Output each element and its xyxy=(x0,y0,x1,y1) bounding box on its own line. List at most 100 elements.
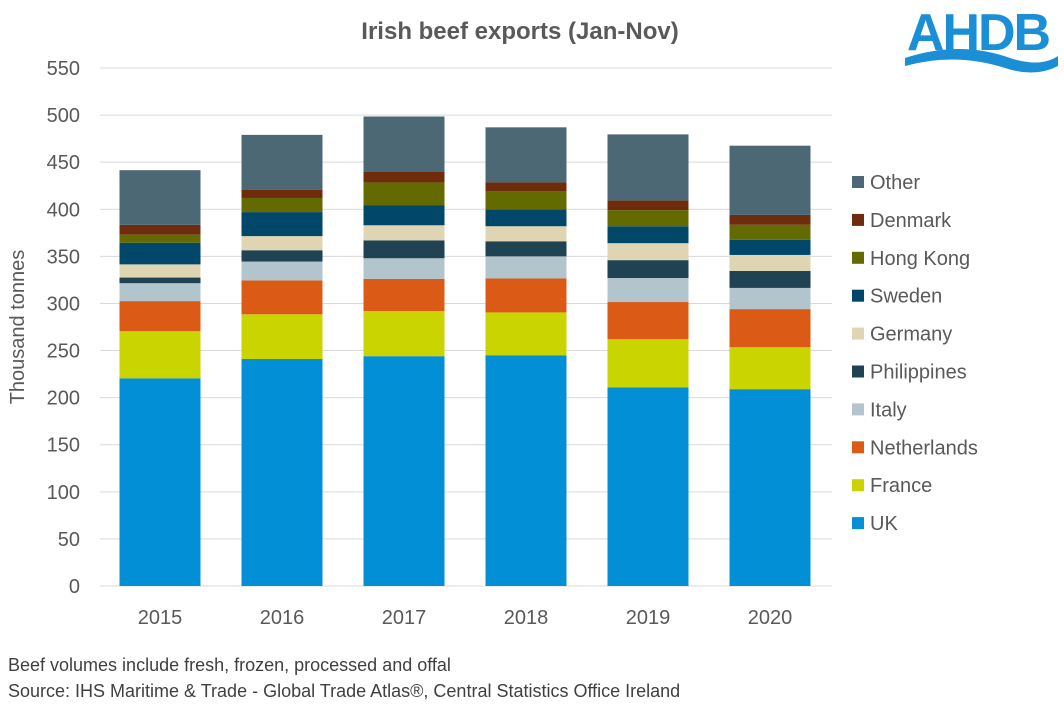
y-tick-label: 0 xyxy=(69,576,80,598)
legend-label: Netherlands xyxy=(870,437,978,459)
legend-label: Sweden xyxy=(870,286,942,308)
bar-segment-uk-2019 xyxy=(607,387,689,586)
bar-segment-italy-2019 xyxy=(607,278,689,303)
bar-segment-sweden-2016 xyxy=(241,212,323,237)
bar-segment-sweden-2020 xyxy=(729,239,811,255)
bar-segment-italy-2018 xyxy=(485,256,567,279)
bar-segment-france-2020 xyxy=(729,347,811,390)
x-tick-label: 2019 xyxy=(626,607,671,629)
legend-label: Philippines xyxy=(870,362,967,384)
y-tick-label: 450 xyxy=(47,152,80,174)
bar-segment-netherlands-2020 xyxy=(729,309,811,348)
legend-item-france: France xyxy=(852,475,932,497)
x-tick-labels: 2015 2016 2017 2018 2019 2020 xyxy=(138,607,793,629)
bar-segment-netherlands-2015 xyxy=(119,301,201,332)
legend-item-sweden: Sweden xyxy=(852,286,942,308)
y-tick-label: 400 xyxy=(47,199,80,221)
bar-segment-philippines-2016 xyxy=(241,250,323,262)
y-tick-label: 550 xyxy=(47,58,80,80)
bar-segment-italy-2017 xyxy=(363,258,445,279)
bar-segment-germany-2019 xyxy=(607,243,689,261)
bar-segment-netherlands-2018 xyxy=(485,278,567,313)
bar-segment-uk-2020 xyxy=(729,389,811,586)
bar-segment-sweden-2019 xyxy=(607,226,689,244)
y-tick-label: 200 xyxy=(47,388,80,410)
legend-item-other: Other xyxy=(852,172,920,194)
legend: Other Denmark Hong Kong Sweden Germany Philip… xyxy=(852,172,978,535)
bar-segment-denmark-2017 xyxy=(363,171,445,183)
bar-segment-sweden-2015 xyxy=(119,242,201,265)
legend-item-denmark: Denmark xyxy=(852,210,952,232)
bar-segment-sweden-2018 xyxy=(485,209,567,227)
bar-segment-germany-2015 xyxy=(119,264,201,278)
y-tick-label: 350 xyxy=(47,246,80,268)
bar-segment-philippines-2015 xyxy=(119,277,201,284)
footnote-source: Source: IHS Maritime & Trade - Global Tr… xyxy=(8,681,681,701)
legend-item-netherlands: Netherlands xyxy=(852,437,978,459)
bar-segment-hong-kong-2015 xyxy=(119,234,201,243)
ahdb-logo: AHDB xyxy=(905,4,1058,73)
legend-swatch xyxy=(852,441,864,454)
legend-swatch xyxy=(852,213,864,226)
y-tick-label: 150 xyxy=(47,435,80,457)
bar-segment-sweden-2017 xyxy=(363,205,445,226)
bar-segment-denmark-2019 xyxy=(607,200,689,211)
bar-segment-hong-kong-2020 xyxy=(729,224,811,240)
gridlines xyxy=(100,67,832,587)
legend-item-italy: Italy xyxy=(852,399,907,421)
legend-swatch xyxy=(852,479,864,492)
bar-segment-other-2016 xyxy=(241,134,323,190)
bar-segment-other-2018 xyxy=(485,127,567,183)
x-tick-label: 2015 xyxy=(138,607,183,629)
bar-segment-italy-2015 xyxy=(119,283,201,302)
bar-segment-philippines-2019 xyxy=(607,260,689,279)
legend-swatch xyxy=(852,365,864,378)
bar-segment-france-2017 xyxy=(363,310,445,357)
bar-segment-france-2019 xyxy=(607,339,689,388)
bar-segment-hong-kong-2019 xyxy=(607,210,689,227)
y-axis-label: Thousand tonnes xyxy=(7,250,29,405)
bar-segment-other-2019 xyxy=(607,134,689,201)
bar-segment-netherlands-2017 xyxy=(363,278,445,311)
bar-segment-germany-2020 xyxy=(729,254,811,271)
chart-title: Irish beef exports (Jan-Nov) xyxy=(361,18,678,45)
y-tick-label: 50 xyxy=(58,529,80,551)
bar-segment-netherlands-2019 xyxy=(607,302,689,340)
legend-item-philippines: Philippines xyxy=(852,362,967,384)
bar-segment-uk-2017 xyxy=(363,356,445,586)
legend-label: Denmark xyxy=(870,210,952,232)
legend-swatch xyxy=(852,403,864,416)
bar-segment-netherlands-2016 xyxy=(241,280,323,315)
bar-segment-denmark-2016 xyxy=(241,189,323,198)
y-tick-label: 300 xyxy=(47,293,80,315)
bar-segment-uk-2015 xyxy=(119,378,201,586)
bars xyxy=(119,116,811,586)
legend-swatch xyxy=(852,327,864,340)
bar-segment-germany-2017 xyxy=(363,225,445,241)
bar-segment-germany-2016 xyxy=(241,236,323,251)
y-tick-label: 100 xyxy=(47,482,80,504)
legend-label: Hong Kong xyxy=(870,248,970,270)
legend-swatch xyxy=(852,251,864,264)
x-tick-label: 2017 xyxy=(382,607,427,629)
legend-item-germany: Germany xyxy=(852,324,952,346)
bar-segment-uk-2016 xyxy=(241,359,323,586)
bar-segment-other-2020 xyxy=(729,145,811,215)
bar-segment-philippines-2020 xyxy=(729,270,811,288)
legend-label: France xyxy=(870,475,932,497)
bar-segment-hong-kong-2018 xyxy=(485,191,567,210)
legend-swatch xyxy=(852,176,864,188)
bar-segment-philippines-2018 xyxy=(485,241,567,257)
bar-segment-philippines-2017 xyxy=(363,240,445,259)
bar-segment-uk-2018 xyxy=(485,355,567,586)
legend-item-hong-kong: Hong Kong xyxy=(852,248,970,270)
bar-segment-italy-2016 xyxy=(241,261,323,281)
x-tick-label: 2016 xyxy=(260,607,305,629)
bar-segment-denmark-2020 xyxy=(729,214,811,225)
bar-segment-france-2015 xyxy=(119,331,201,379)
legend-label: UK xyxy=(870,513,898,535)
legend-swatch xyxy=(852,289,864,302)
bar-segment-other-2015 xyxy=(119,170,201,225)
x-tick-label: 2020 xyxy=(748,607,793,629)
